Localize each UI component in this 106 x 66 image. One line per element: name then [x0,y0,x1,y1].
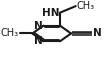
Text: N: N [34,21,43,31]
Text: CH₃: CH₃ [77,1,95,11]
Text: HN: HN [42,8,59,18]
Text: CH₃: CH₃ [1,28,19,38]
Text: N: N [93,28,102,38]
Text: N: N [34,36,43,46]
